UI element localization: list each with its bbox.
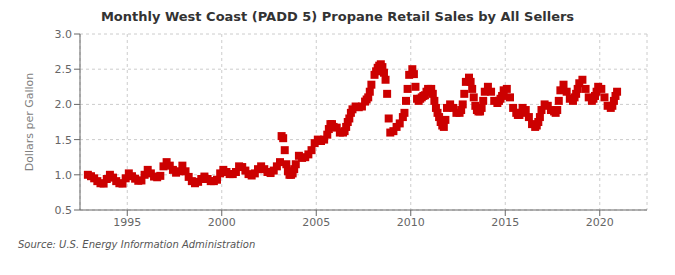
svg-text:2000: 2000 xyxy=(208,216,236,229)
svg-text:2015: 2015 xyxy=(491,216,519,229)
svg-text:1.0: 1.0 xyxy=(55,169,73,182)
svg-text:2.0: 2.0 xyxy=(55,98,73,111)
svg-text:1995: 1995 xyxy=(113,216,141,229)
svg-text:2.5: 2.5 xyxy=(55,63,73,76)
svg-text:Dollars per Gallon: Dollars per Gallon xyxy=(23,73,36,172)
html-text:Source: U.S. Energy Informatio: Source: U.S. Energy Information Administ… xyxy=(18,239,256,250)
svg-text:2010: 2010 xyxy=(397,216,425,229)
html-text:Monthly West Coast (PADD 5) Pr: Monthly West Coast (PADD 5) Propane Reta… xyxy=(100,9,575,24)
svg-text:3.0: 3.0 xyxy=(55,28,73,41)
svg-text:1.5: 1.5 xyxy=(55,134,73,147)
svg-text:0.5: 0.5 xyxy=(55,204,73,217)
svg-text:2005: 2005 xyxy=(302,216,330,229)
svg-text:2020: 2020 xyxy=(586,216,614,229)
